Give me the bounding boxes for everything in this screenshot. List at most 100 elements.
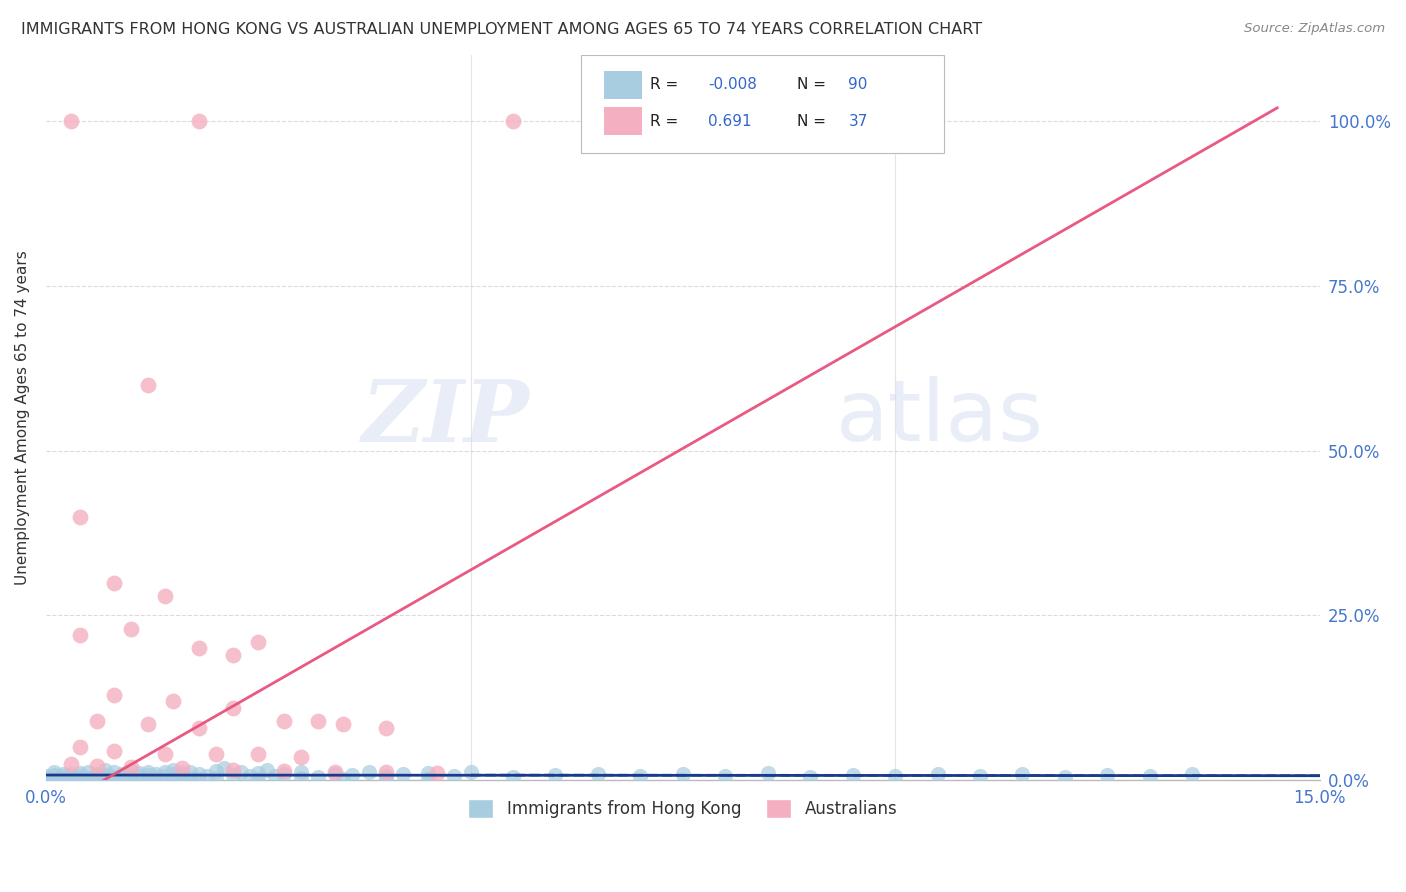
- Point: [170, 766, 193, 780]
- Point: [35, 769, 58, 783]
- Point: [153, 747, 176, 761]
- Point: [69, 766, 91, 780]
- Point: [416, 766, 439, 780]
- Point: [187, 641, 209, 656]
- Point: [357, 765, 380, 780]
- Point: [426, 766, 449, 780]
- Text: -0.008: -0.008: [709, 77, 758, 92]
- Text: atlas: atlas: [835, 376, 1043, 459]
- Point: [136, 717, 159, 731]
- Point: [187, 721, 209, 735]
- Point: [222, 763, 245, 777]
- Point: [374, 769, 396, 783]
- Point: [841, 768, 863, 782]
- Point: [60, 770, 83, 784]
- Point: [672, 767, 695, 781]
- Point: [290, 764, 312, 779]
- Text: Source: ZipAtlas.com: Source: ZipAtlas.com: [1244, 22, 1385, 36]
- Point: [44, 768, 66, 782]
- Point: [86, 772, 108, 786]
- Point: [103, 772, 125, 786]
- Point: [103, 744, 125, 758]
- Point: [391, 767, 413, 781]
- Point: [103, 688, 125, 702]
- Point: [586, 766, 609, 780]
- Point: [60, 756, 83, 771]
- FancyBboxPatch shape: [603, 107, 643, 135]
- Text: N =: N =: [797, 113, 831, 128]
- Point: [214, 761, 236, 775]
- Point: [222, 648, 245, 662]
- Point: [204, 764, 226, 778]
- Point: [332, 772, 354, 786]
- Point: [273, 714, 295, 728]
- Point: [332, 717, 354, 731]
- Point: [323, 766, 346, 780]
- Point: [136, 768, 159, 782]
- Point: [195, 769, 218, 783]
- Point: [120, 764, 142, 778]
- Point: [94, 768, 117, 782]
- Point: [60, 114, 83, 128]
- Point: [256, 764, 278, 778]
- Point: [77, 772, 100, 786]
- Text: ZIP: ZIP: [363, 376, 530, 459]
- Point: [35, 772, 58, 786]
- Point: [884, 769, 907, 783]
- Point: [86, 759, 108, 773]
- Point: [374, 765, 396, 780]
- Point: [273, 764, 295, 778]
- Point: [44, 765, 66, 780]
- Point: [231, 765, 253, 780]
- Point: [103, 765, 125, 780]
- Point: [187, 766, 209, 780]
- Point: [60, 772, 83, 786]
- Point: [86, 766, 108, 780]
- Point: [628, 769, 651, 783]
- Point: [374, 772, 396, 786]
- Point: [111, 771, 134, 785]
- Point: [340, 768, 363, 782]
- Point: [1181, 766, 1204, 780]
- Point: [69, 740, 91, 755]
- Point: [86, 714, 108, 728]
- Point: [204, 747, 226, 761]
- Point: [927, 766, 949, 780]
- Point: [136, 772, 159, 786]
- Point: [52, 769, 75, 783]
- Point: [290, 750, 312, 764]
- Point: [94, 763, 117, 777]
- Point: [187, 772, 209, 786]
- Point: [204, 772, 226, 786]
- Point: [52, 771, 75, 785]
- Text: 37: 37: [848, 113, 868, 128]
- Point: [502, 114, 524, 128]
- Point: [187, 114, 209, 128]
- Point: [136, 377, 159, 392]
- Point: [120, 622, 142, 636]
- Point: [128, 766, 150, 780]
- Point: [273, 767, 295, 781]
- Point: [307, 770, 329, 784]
- Point: [1139, 769, 1161, 783]
- Point: [153, 765, 176, 780]
- Point: [86, 769, 108, 783]
- Point: [799, 770, 821, 784]
- Point: [170, 761, 193, 775]
- Point: [69, 772, 91, 786]
- Point: [416, 772, 439, 786]
- Point: [374, 721, 396, 735]
- Point: [502, 770, 524, 784]
- Point: [145, 770, 167, 784]
- Point: [145, 766, 167, 780]
- Point: [153, 769, 176, 783]
- Point: [170, 769, 193, 783]
- Point: [52, 766, 75, 780]
- Point: [120, 769, 142, 783]
- Point: [120, 772, 142, 786]
- Point: [247, 766, 270, 780]
- Point: [1097, 768, 1119, 782]
- Point: [307, 714, 329, 728]
- Point: [1053, 770, 1076, 784]
- Point: [443, 769, 465, 783]
